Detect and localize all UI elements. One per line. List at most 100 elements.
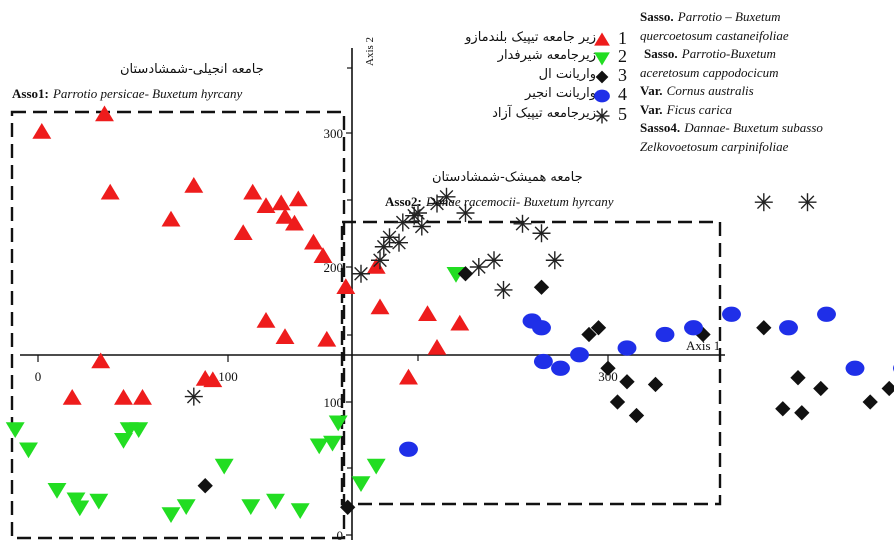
red-triangle-point <box>32 123 52 139</box>
red-triangle-point <box>271 194 291 211</box>
green-triangle-point <box>241 499 261 515</box>
blue-circle-point <box>570 347 589 363</box>
legend-item-4: واریانت انجیر 4 <box>468 84 648 104</box>
black-diamond-point <box>813 380 829 397</box>
green-triangle-point <box>290 503 310 519</box>
asterisk-point <box>409 204 427 222</box>
black-diamond-point <box>775 401 791 417</box>
red-triangle-point <box>304 233 323 250</box>
asso2-title: Asso2: Danae racemocii- Buxetum hyrcany <box>385 194 614 210</box>
blue-circle-point <box>399 441 418 457</box>
green-triangle-point <box>176 499 196 515</box>
red-triangle-point <box>317 330 337 347</box>
y-tick-label: 200 <box>324 260 344 275</box>
green-triangle-point <box>129 422 149 438</box>
black-diamond-point <box>457 266 474 282</box>
asso2-tag: Asso2: <box>385 194 422 209</box>
legend-number: 1 <box>618 28 627 48</box>
red-triangle-point <box>288 190 308 207</box>
green-triangle-point <box>366 458 386 475</box>
black-diamond-point <box>756 320 772 336</box>
blue-circle-point <box>533 353 553 370</box>
note-line-6: Var. Ficus carica <box>640 101 733 117</box>
red-triangle-point <box>91 352 111 369</box>
legend-number: 2 <box>618 46 627 66</box>
asterisk-point <box>456 204 475 222</box>
note-line-3: Sasso. Parrotio-Buxetum <box>644 46 776 61</box>
asterisk-point <box>390 233 408 252</box>
red-triangle-point <box>184 177 204 193</box>
asso1-title: Asso1: Parrotio persicae- Buxetum hyrcan… <box>12 86 242 102</box>
legend-marker-icon <box>594 52 610 66</box>
black-diamond-point <box>340 499 356 515</box>
red-triangle-point <box>62 388 82 405</box>
black-diamond-point <box>790 370 806 386</box>
legend-symbol <box>595 70 609 84</box>
blue-circle-point <box>845 360 865 376</box>
red-triangle-point <box>450 314 470 331</box>
asterisk-point <box>494 280 513 299</box>
asterisk-point <box>798 193 817 212</box>
legend-marker-icon <box>594 32 610 46</box>
data-points <box>5 105 894 524</box>
asterisk-point <box>393 213 412 232</box>
red-triangle-point <box>275 328 295 344</box>
red-triangle-point <box>399 368 418 385</box>
legend-number: 3 <box>618 65 627 85</box>
green-triangle-point <box>214 458 234 475</box>
legend-item-1: زیر جامعه تیپیک بلندمازو 1 <box>465 28 648 48</box>
asterisk-point <box>374 237 393 256</box>
asterisk-point <box>532 224 551 243</box>
asterisk-point <box>184 387 203 406</box>
black-diamond-point <box>533 279 550 295</box>
red-triangle-point <box>114 388 133 405</box>
black-diamond-point <box>794 405 810 421</box>
blue-circle-point <box>551 360 570 376</box>
green-triangle-point <box>309 438 329 455</box>
y-tick-label: 100 <box>324 395 344 410</box>
asterisk-point <box>428 194 446 213</box>
legend-label: واریانت انجیر <box>525 86 596 101</box>
green-triangle-point <box>351 476 371 492</box>
green-triangle-point <box>114 433 133 449</box>
black-diamond-point <box>862 394 878 410</box>
red-triangle-point <box>256 197 276 213</box>
asterisk-point <box>352 264 370 283</box>
y-tick-label: 0 <box>337 528 344 543</box>
asso2-name: Danae racemocii- Buxetum hyrcany <box>425 194 614 209</box>
asterisk-point <box>437 187 456 206</box>
note-line-4: aceretosum cappodocicum <box>640 64 779 80</box>
note-line-8: Zelkovoetosum carpinifoliae <box>640 138 789 154</box>
x-tick-label: 300 <box>598 369 618 384</box>
green-triangle-point <box>47 483 67 499</box>
black-diamond-point <box>619 374 635 390</box>
asterisk-point <box>485 251 503 270</box>
red-triangle-point <box>418 305 437 321</box>
legend-symbol <box>594 32 610 46</box>
blue-circle-point <box>779 320 798 336</box>
black-diamond-point <box>695 326 711 343</box>
asso1-persian-title: جامعه انجیلی-شمشادستان <box>120 62 264 77</box>
blue-circle-point <box>532 320 551 336</box>
red-triangle-point <box>366 258 386 274</box>
blue-circle-point <box>684 320 703 336</box>
blue-circle-point <box>655 326 675 343</box>
red-triangle-point <box>285 214 304 231</box>
red-triangle-point <box>161 210 181 227</box>
green-triangle-point <box>5 422 25 438</box>
note-line-2: quercoetosum castaneifoliae <box>640 27 789 43</box>
blue-circle-point <box>617 340 637 356</box>
asterisk-point <box>412 217 431 236</box>
legend-marker-icon <box>594 89 610 103</box>
red-triangle-point <box>203 371 223 388</box>
green-triangle-point <box>323 435 342 452</box>
legend-item-5: زیرجامعه تیپیک آزاد 5 <box>468 104 648 124</box>
red-triangle-point <box>100 183 120 200</box>
asterisk-point <box>380 228 399 247</box>
red-triangle-point <box>275 208 295 224</box>
black-diamond-point <box>590 320 607 336</box>
legend-number: 5 <box>618 104 627 124</box>
green-triangle-point <box>66 492 86 509</box>
black-diamond-point <box>647 376 664 393</box>
